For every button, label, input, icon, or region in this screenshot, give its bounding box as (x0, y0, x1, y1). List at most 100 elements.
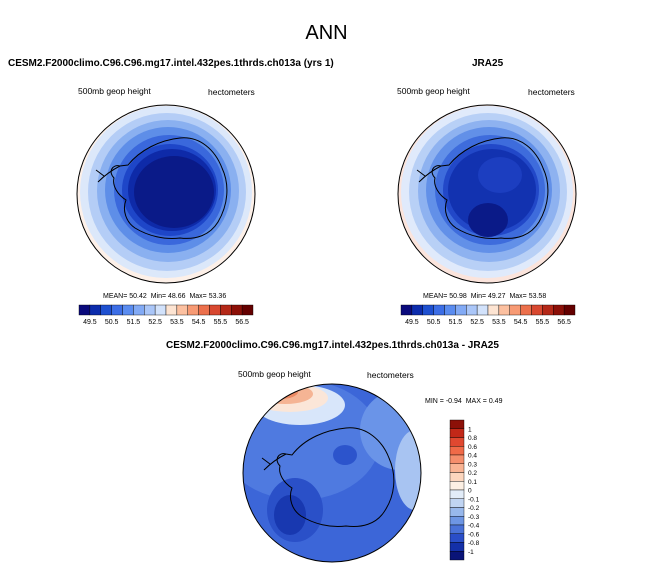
colorbar-swatch (209, 304, 221, 316)
panel-variable-obs: 500mb geop height (397, 86, 470, 96)
colorbar-tick-label: 1 (468, 426, 472, 433)
map-model (77, 105, 255, 283)
figure-title: ANN (305, 22, 348, 44)
colorbar-tick-label: 50.5 (105, 319, 119, 326)
colorbar-swatch (520, 304, 532, 316)
colorbar-tick-label: -0.4 (468, 523, 480, 530)
colorbar-swatch (176, 304, 188, 316)
colorbar-tick-label: 0.3 (468, 461, 477, 468)
colorbar-tick-label: -0.1 (468, 496, 480, 503)
colorbar-tick-label: 52.5 (470, 319, 484, 326)
colorbar-swatch (498, 304, 510, 316)
colorbar-swatch (449, 533, 465, 543)
panel-title-obs: JRA25 (472, 58, 504, 69)
colorbar-swatch (553, 304, 565, 316)
colorbar-tick-label: 55.5 (536, 319, 550, 326)
colorbar-tick-label: 0.1 (468, 479, 477, 486)
colorbar-swatch (400, 304, 413, 316)
colorbar-swatch (449, 472, 465, 482)
colorbar-swatch (449, 489, 465, 499)
colorbar-tick-label: 56.5 (557, 319, 571, 326)
colorbar-swatch (444, 304, 456, 316)
colorbar-swatch (198, 304, 210, 316)
colorbar-tick-label: 54.5 (192, 319, 206, 326)
colorbar-swatch (449, 498, 465, 508)
antarctica-coastline (431, 137, 549, 239)
colorbar-swatch (220, 304, 232, 316)
colorbar-swatch (449, 437, 465, 447)
colorbar-swatch (422, 304, 434, 316)
colorbar-tick-label: -1 (468, 549, 474, 556)
colorbar-swatch (187, 304, 199, 316)
panel-variable-diff: 500mb geop height (238, 369, 311, 379)
colorbar-tick-label: 54.5 (514, 319, 528, 326)
stats-diff: MIN = -0.94 MAX = 0.49 (425, 398, 503, 405)
colorbar-tick-label: 51.5 (127, 319, 141, 326)
colorbar-tick-label: 0.8 (468, 435, 477, 442)
colorbar-tick-label: 53.5 (492, 319, 506, 326)
colorbar-swatch (487, 304, 500, 316)
map-obs (398, 105, 576, 283)
colorbar-swatch (78, 304, 91, 316)
antarctica-coastline (110, 137, 228, 239)
colorbar-tick-label: 49.5 (405, 319, 419, 326)
colorbar-swatch (144, 304, 156, 316)
colorbar-swatch (466, 304, 478, 316)
colorbar-tick-label: 50.5 (427, 319, 441, 326)
panel-units-diff: hectometers (367, 370, 414, 380)
colorbar-swatch (89, 304, 101, 316)
colorbar-swatch (165, 304, 178, 316)
colorbar-tick-label: -0.3 (468, 514, 480, 521)
colorbar-swatch (531, 304, 543, 316)
colorbar-obs: 49.5 50.5 51.5 52.5 53.5 54.5 55.5 56.5 (400, 304, 576, 326)
colorbar-swatch (542, 304, 554, 316)
antarctica-coastline (276, 427, 395, 527)
colorbar-swatch (455, 304, 467, 316)
colorbar-swatch (449, 516, 465, 526)
colorbar-swatch (133, 304, 145, 316)
colorbar-tick-label: 0.2 (468, 470, 477, 477)
colorbar-swatch (241, 304, 254, 316)
panel-variable-model: 500mb geop height (78, 86, 151, 96)
colorbar-tick-label: 0.6 (468, 444, 477, 451)
map-diff (243, 384, 421, 562)
colorbar-swatch (449, 428, 465, 438)
colorbar-swatch (476, 304, 489, 316)
colorbar-tick-label: 52.5 (148, 319, 162, 326)
colorbar-swatch (509, 304, 521, 316)
colorbar-swatch (154, 304, 167, 316)
colorbar-tick-label: 51.5 (449, 319, 463, 326)
colorbar-swatch (449, 463, 465, 473)
panel-units-model: hectometers (208, 87, 255, 97)
colorbar-diff: 1 0.8 0.6 0.40.3 0.2 0.1 0-0.1 -0.2 -0.3 -0.4-0.6… (449, 419, 480, 561)
colorbar-swatch (111, 304, 123, 316)
panel-units-obs: hectometers (528, 87, 575, 97)
panel-title-model: CESM2.F2000climo.C96.C96.mg17.intel.432p… (8, 58, 334, 69)
colorbar-tick-label: 0 (468, 488, 472, 495)
colorbar-swatch (100, 304, 112, 316)
colorbar-swatch (449, 551, 465, 561)
colorbar-swatch (122, 304, 134, 316)
colorbar-swatch (449, 481, 465, 491)
colorbar-tick-label: 0.4 (468, 453, 477, 460)
colorbar-swatch (231, 304, 243, 316)
colorbar-tick-label: -0.8 (468, 540, 480, 547)
colorbar-swatch (449, 419, 465, 429)
colorbar-tick-label: -0.2 (468, 505, 480, 512)
colorbar-tick-label: -0.6 (468, 531, 480, 538)
colorbar-swatch (563, 304, 576, 316)
stats-model: MEAN= 50.42 Min= 48.66 Max= 53.36 (103, 293, 227, 300)
colorbar-tick-label: 53.5 (170, 319, 184, 326)
panel-title-diff: CESM2.F2000climo.C96.C96.mg17.intel.432p… (166, 340, 499, 351)
colorbar-swatch (449, 454, 465, 464)
colorbar-swatch (449, 446, 465, 456)
colorbar-swatch (449, 507, 465, 517)
colorbar-swatch (433, 304, 445, 316)
colorbar-tick-label: 49.5 (83, 319, 97, 326)
colorbar-swatch (449, 542, 465, 552)
colorbar-model: 49.5 50.5 51.5 52.5 53.5 54.5 55.5 56.5 (78, 304, 254, 326)
colorbar-tick-label: 56.5 (235, 319, 249, 326)
colorbar-tick-label: 55.5 (214, 319, 228, 326)
stats-obs: MEAN= 50.98 Min= 49.27 Max= 53.58 (423, 293, 547, 300)
